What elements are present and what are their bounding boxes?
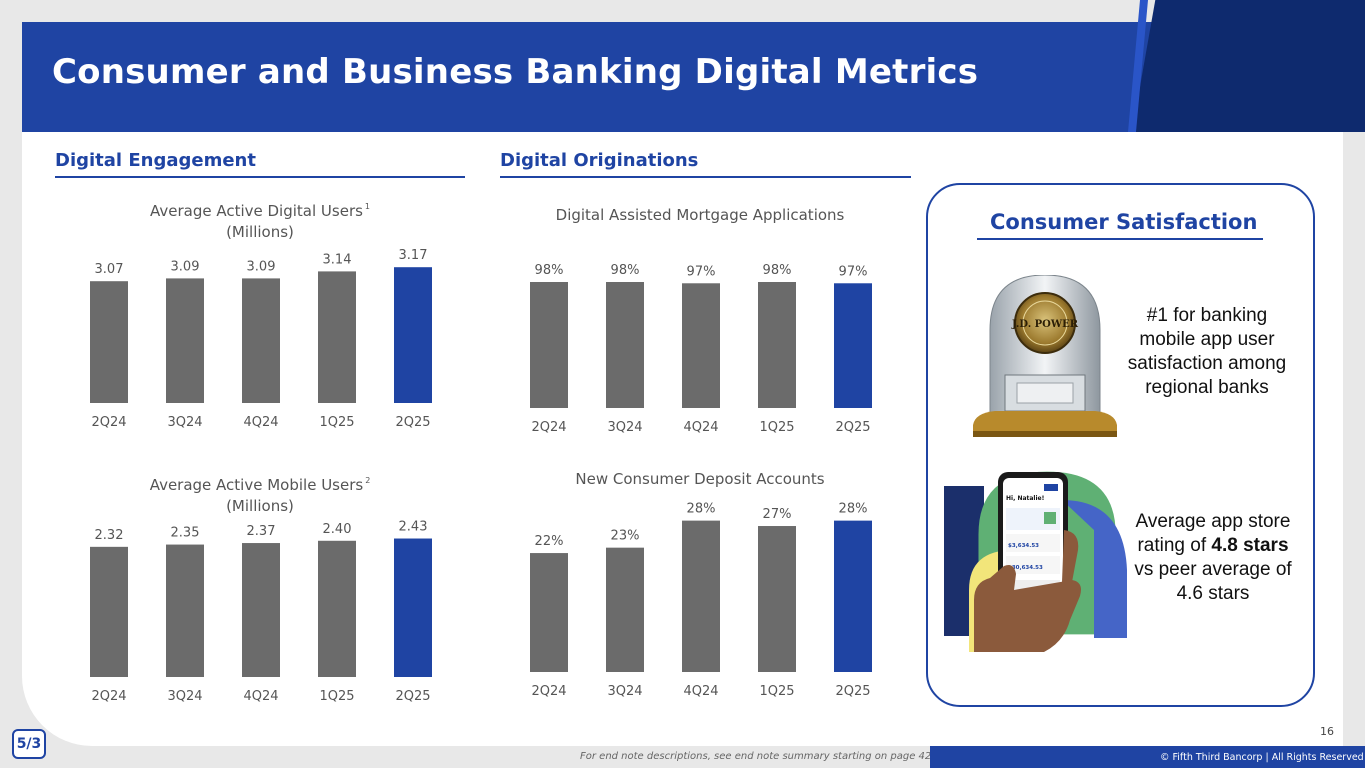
chart-bar xyxy=(834,520,872,672)
category-label: 2Q24 xyxy=(531,420,566,435)
svg-text:J.D. POWER: J.D. POWER xyxy=(1011,319,1079,330)
category-label: 1Q25 xyxy=(319,689,354,704)
app-rating-value: 4.8 stars xyxy=(1211,535,1289,556)
svg-text:$30,634.53: $30,634.53 xyxy=(1008,565,1043,571)
category-label: 2Q24 xyxy=(531,684,566,699)
category-label: 3Q24 xyxy=(607,684,642,699)
category-label: 4Q24 xyxy=(243,689,278,704)
bar-value-label: 27% xyxy=(763,507,792,522)
chart-bar xyxy=(530,282,568,408)
category-label: 2Q25 xyxy=(835,420,870,435)
fifth-third-logo-icon: 5/3 xyxy=(12,729,46,759)
header-accent xyxy=(1132,0,1365,132)
bar-value-label: 2.40 xyxy=(323,522,352,537)
chart-bar xyxy=(834,283,872,408)
app-rating-text: Average app store rating of 4.8 stars vs… xyxy=(1134,511,1292,604)
bar-value-label: 3.09 xyxy=(247,259,276,274)
section-title-originations: Digital Originations xyxy=(500,150,699,171)
chart-subtitle: (Millions) xyxy=(226,497,294,515)
chart-bar xyxy=(606,282,644,408)
mobile-app-phone-illustration: Hi, Natalie! $3,634.53 $30,634.53 xyxy=(944,471,1127,652)
section-rule-originations xyxy=(500,176,911,178)
chart-bar xyxy=(394,538,432,677)
category-label: 2Q25 xyxy=(395,689,430,704)
chart-bar xyxy=(242,543,280,677)
chart-title: Average Active Digital Users 1 xyxy=(150,202,370,220)
chart-bar xyxy=(394,267,432,403)
svg-text:$3,634.53: $3,634.53 xyxy=(1008,543,1039,549)
chart-bar xyxy=(758,282,796,408)
svg-text:Hi, Natalie!: Hi, Natalie! xyxy=(1006,495,1044,502)
chart-bar xyxy=(318,271,356,403)
chart-bar xyxy=(758,526,796,672)
chart-subtitle: (Millions) xyxy=(226,223,294,241)
bar-value-label: 28% xyxy=(687,502,716,517)
chart-bar xyxy=(90,281,128,403)
chart-bar xyxy=(242,278,280,403)
bar-value-label: 98% xyxy=(611,263,640,278)
bar-value-label: 3.17 xyxy=(399,248,428,263)
category-label: 1Q25 xyxy=(759,420,794,435)
bar-value-label: 98% xyxy=(535,263,564,278)
bar-value-label: 2.37 xyxy=(247,524,276,539)
bar-value-label: 2.32 xyxy=(95,528,124,543)
chart-bar xyxy=(606,547,644,672)
chart-bar xyxy=(90,546,128,677)
category-label: 2Q24 xyxy=(91,415,126,430)
bar-value-label: 28% xyxy=(839,502,868,517)
bar-value-label: 98% xyxy=(763,263,792,278)
chart-bar xyxy=(318,540,356,677)
bar-value-label: 3.09 xyxy=(171,259,200,274)
bar-value-label: 22% xyxy=(535,534,564,549)
chart-bar xyxy=(166,278,204,403)
bar-value-label: 3.14 xyxy=(323,252,352,267)
copyright: © Fifth Third Bancorp | All Rights Reser… xyxy=(1160,752,1364,763)
section-title-engagement: Digital Engagement xyxy=(55,150,256,171)
bar-value-label: 97% xyxy=(687,264,716,279)
chart-bar xyxy=(530,553,568,672)
chart-bar xyxy=(682,283,720,408)
category-label: 2Q25 xyxy=(835,684,870,699)
category-label: 3Q24 xyxy=(607,420,642,435)
category-label: 2Q24 xyxy=(91,689,126,704)
chart-bar xyxy=(682,520,720,672)
category-label: 4Q24 xyxy=(243,415,278,430)
category-label: 2Q25 xyxy=(395,415,430,430)
category-label: 1Q25 xyxy=(319,415,354,430)
page-number: 16 xyxy=(1320,725,1334,738)
header-band xyxy=(22,22,1343,132)
bar-value-label: 97% xyxy=(839,264,868,279)
jd-power-trophy-icon: J.D. POWER xyxy=(973,275,1117,437)
category-label: 4Q24 xyxy=(683,420,718,435)
section-rule-engagement xyxy=(55,176,465,178)
category-label: 1Q25 xyxy=(759,684,794,699)
chart-bar xyxy=(166,544,204,677)
end-note: For end note descriptions, see end note … xyxy=(580,751,932,762)
chart-title: Digital Assisted Mortgage Applications xyxy=(556,206,845,224)
bar-value-label: 3.07 xyxy=(95,262,124,277)
page-title: Consumer and Business Banking Digital Me… xyxy=(52,52,979,92)
bar-value-label: 2.43 xyxy=(399,520,428,535)
category-label: 4Q24 xyxy=(683,684,718,699)
award-text: #1 for banking mobile app user satisfact… xyxy=(1127,305,1287,398)
category-label: 3Q24 xyxy=(167,689,202,704)
consumer-satisfaction-title: Consumer Satisfaction xyxy=(990,210,1258,234)
chart-title: Average Active Mobile Users 2 xyxy=(150,476,371,494)
chart-title: New Consumer Deposit Accounts xyxy=(575,470,824,488)
consumer-satisfaction-rule xyxy=(977,238,1263,240)
bar-value-label: 2.35 xyxy=(171,526,200,541)
footer-bar xyxy=(930,746,1365,768)
category-label: 3Q24 xyxy=(167,415,202,430)
bar-value-label: 23% xyxy=(611,529,640,544)
